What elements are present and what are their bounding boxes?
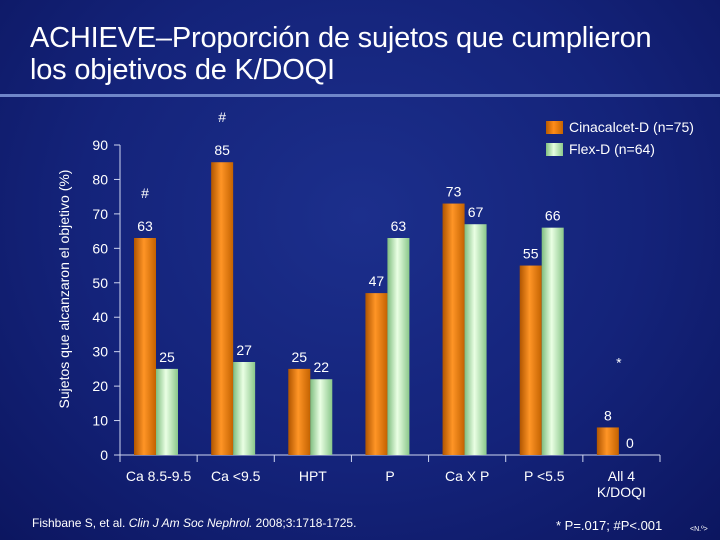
bar-flex [464, 224, 487, 455]
bar-flex [387, 238, 410, 455]
x-tick-label: Ca <9.5 [211, 468, 261, 484]
citation-journal: Clin J Am Soc Nephrol. [128, 516, 253, 530]
y-axis-label: Sujetos que alcanzaron el objetivo (%) [56, 170, 72, 409]
data-label-cinacalcet: 8 [604, 407, 612, 423]
bar-cinacalcet [134, 238, 156, 455]
bar-flex [310, 379, 333, 455]
legend-label-flex: Flex-D (n=64) [569, 141, 655, 157]
y-tick-label: 20 [92, 378, 108, 394]
y-tick-label: 60 [92, 240, 108, 256]
annotation-mark: # [141, 185, 149, 201]
data-label-flex: 27 [236, 342, 252, 358]
bar-cinacalcet [596, 427, 619, 455]
y-tick-label: 0 [100, 447, 108, 463]
significance-note: * P=.017; #P<.001 [556, 518, 663, 533]
x-tick-label: K/DOQI [597, 484, 646, 500]
bar-cinacalcet [365, 293, 388, 455]
slide-number: <N.º> [690, 526, 708, 533]
data-label-cinacalcet: 73 [446, 184, 462, 200]
legend-item-flex: Flex-D (n=64) [546, 138, 694, 160]
page-title: ACHIEVE–Proporción de sujetos que cumpli… [30, 22, 652, 86]
data-label-flex: 25 [159, 349, 175, 365]
legend-swatch-green [546, 142, 563, 156]
data-label-cinacalcet: 55 [523, 246, 539, 262]
y-axis: 0 10 20 30 40 50 60 70 80 90 [92, 137, 121, 463]
x-tick-label: P <5.5 [524, 468, 565, 484]
bar-flex [233, 362, 256, 455]
citation-authors: Fishbane S, et al. [32, 516, 129, 530]
y-tick-label: 90 [92, 137, 108, 153]
legend: Cinacalcet-D (n=75) Flex-D (n=64) [546, 116, 694, 160]
x-tick-label: Ca X P [445, 468, 489, 484]
y-tick-label: 70 [92, 206, 108, 222]
x-axis: Ca 8.5-9.5 Ca <9.5 HPT P Ca X P P <5.5 All 4K/… [119, 454, 661, 500]
x-tick-label: P [385, 468, 394, 484]
y-tick-label: 40 [92, 309, 108, 325]
data-labels: 63 85 25 47 73 55 8 25 27 22 63 67 66 0 [137, 142, 634, 451]
data-label-flex: 63 [391, 218, 407, 234]
title-divider [0, 94, 720, 97]
data-label-flex: 66 [545, 208, 561, 224]
citation: Fishbane S, et al. Clin J Am Soc Nephrol… [32, 516, 356, 530]
legend-swatch-orange [546, 120, 563, 134]
legend-label-cinacalcet: Cinacalcet-D (n=75) [569, 119, 694, 135]
y-tick-label: 50 [92, 275, 108, 291]
y-tick-label: 30 [92, 344, 108, 360]
bars [134, 162, 619, 455]
bar-cinacalcet [288, 368, 311, 455]
data-label-cinacalcet: 47 [369, 273, 385, 289]
data-label-flex: 67 [468, 204, 484, 220]
data-label-cinacalcet: 25 [291, 349, 307, 365]
data-label-flex: 0 [626, 435, 634, 451]
data-label-cinacalcet: 63 [137, 218, 153, 234]
x-tick-label: HPT [299, 468, 327, 484]
legend-item-cinacalcet: Cinacalcet-D (n=75) [546, 116, 694, 138]
citation-details: 2008;3:1718-1725. [252, 516, 357, 530]
x-tick-label: All 4 [608, 468, 635, 484]
bar-flex [541, 227, 564, 455]
annotation-mark: # [218, 109, 226, 125]
annotation-mark: * [616, 354, 622, 370]
bar-cinacalcet [519, 265, 542, 455]
data-label-cinacalcet: 85 [214, 142, 230, 158]
y-tick-label: 10 [92, 413, 108, 429]
bar-cinacalcet [211, 162, 234, 455]
x-tick-label: Ca 8.5-9.5 [126, 468, 192, 484]
y-tick-label: 80 [92, 171, 108, 187]
bar-cinacalcet [442, 203, 465, 455]
annotations: # # * [141, 109, 622, 370]
bar-flex [156, 368, 178, 455]
data-label-flex: 22 [313, 359, 329, 375]
